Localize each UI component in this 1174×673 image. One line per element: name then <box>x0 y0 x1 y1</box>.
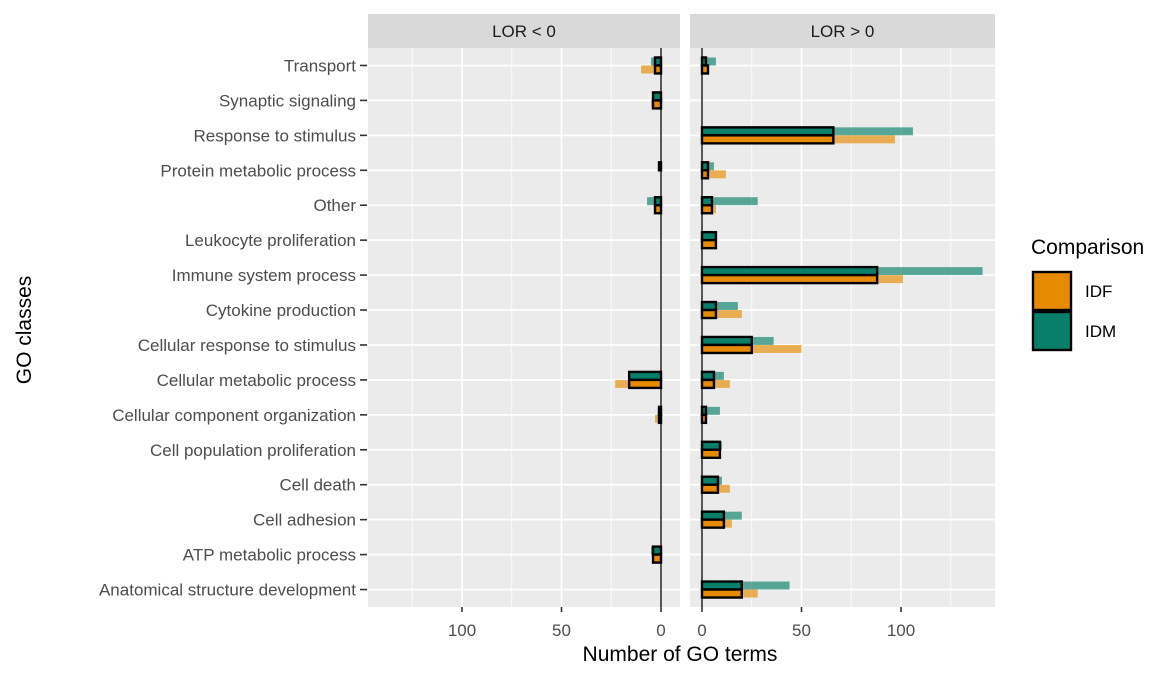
bar-idf-cytokine-production <box>702 310 742 319</box>
x-tick-label: 50 <box>552 621 571 640</box>
bar-idf-shared-leukocyte-proliferation <box>700 238 718 250</box>
legend-key-idf <box>1031 270 1073 312</box>
category-label-protein-metabolic-process: Protein metabolic process <box>160 161 356 180</box>
x-tick-label: 50 <box>792 621 811 640</box>
bar-idm-shared-cell-population-proliferation <box>700 440 722 451</box>
facet-strip <box>690 14 995 48</box>
bar-idf-shared-atp-metabolic-process <box>651 553 663 564</box>
legend: Comparison IDF IDM <box>1031 236 1144 352</box>
category-label-anatomical-structure-development: Anatomical structure development <box>99 581 356 600</box>
bar-idf-shared-cellular-response-to-stimulus <box>700 343 753 355</box>
y-axis-title: GO classes <box>13 276 36 385</box>
category-label-cytokine-production: Cytokine production <box>206 301 356 320</box>
bar-idf-shared-cytokine-production <box>700 308 718 320</box>
category-label-cellular-response-to-stimulus: Cellular response to stimulus <box>138 336 356 355</box>
category-label-cell-adhesion: Cell adhesion <box>253 511 356 530</box>
bar-idf-shared-cell-population-proliferation <box>700 448 722 459</box>
category-label-synaptic-signaling: Synaptic signaling <box>219 91 356 110</box>
legend-label-idf: IDF <box>1085 282 1112 301</box>
bar-idm-shared-cell-adhesion <box>700 510 726 521</box>
bar-idm-shared-anatomical-structure-development <box>700 580 743 591</box>
bar-idm-transport <box>702 57 716 66</box>
bar-idf-shared-anatomical-structure-development <box>700 588 743 599</box>
bar-idf-shared-transport <box>653 64 663 75</box>
x-tick-label: 100 <box>448 621 476 640</box>
category-label-leukocyte-proliferation: Leukocyte proliferation <box>185 231 356 250</box>
bar-idf-shared-immune-system-process <box>700 273 879 285</box>
bar-idf-shared-response-to-stimulus <box>700 134 835 145</box>
bar-idm-shared-cellular-metabolic-process <box>700 370 716 382</box>
bar-idf-cellular-metabolic-process <box>702 379 730 388</box>
category-label-immune-system-process: Immune system process <box>172 266 356 285</box>
bar-idf-shared-other <box>653 204 663 215</box>
bar-idf-shared-cellular-metabolic-process <box>700 378 716 390</box>
category-label-cell-death: Cell death <box>279 476 356 495</box>
x-tick-label: 0 <box>697 621 706 640</box>
bar-idm-shared-cellular-response-to-stimulus <box>700 335 753 347</box>
facets-layer: LOR < 0 0 50 100 LOR > 0 0 50 100 <box>368 14 995 640</box>
bar-idf-shared-synaptic-signaling <box>651 99 663 110</box>
bar-idm-other <box>702 197 758 206</box>
bar-idm-shared-cell-death <box>700 475 720 486</box>
bar-idf-shared-cellular-metabolic-process <box>627 378 663 390</box>
category-label-cellular-component-organization: Cellular component organization <box>112 406 356 425</box>
category-axis: Transport Synaptic signaling Response to s… <box>99 56 367 600</box>
bar-idm-shared-cytokine-production <box>700 300 718 312</box>
category-label-response-to-stimulus: Response to stimulus <box>193 126 356 145</box>
category-label-atp-metabolic-process: ATP metabolic process <box>183 546 356 565</box>
category-label-transport: Transport <box>284 56 356 75</box>
legend-key-idm <box>1031 310 1073 352</box>
bar-idm-shared-cellular-metabolic-process <box>627 370 663 382</box>
x-axis-title: Number of GO terms <box>583 643 778 666</box>
panel-background <box>368 48 680 607</box>
x-tick-label: 100 <box>887 621 915 640</box>
bar-idf-shared-protein-metabolic-process <box>700 169 710 180</box>
facet-panel-1: LOR < 0 0 50 100 <box>368 14 680 640</box>
x-tick-label: 0 <box>656 621 665 640</box>
bar-idm-anatomical-structure-development <box>702 581 790 590</box>
bar-idf-shared-cell-death <box>700 483 720 494</box>
facet-strip-label: LOR > 0 <box>811 22 875 41</box>
category-label-other: Other <box>313 196 356 215</box>
bar-idm-cellular-component-organization <box>702 406 720 415</box>
legend-label-idm: IDM <box>1085 322 1116 341</box>
facet-panel-2: LOR > 0 0 50 100 <box>690 14 995 640</box>
bar-idf-shared-transport <box>700 64 710 75</box>
bar-idm-shared-atp-metabolic-process <box>651 545 663 556</box>
category-label-cell-population-proliferation: Cell population proliferation <box>150 441 356 460</box>
facet-strip <box>368 14 680 48</box>
legend-title: Comparison <box>1031 236 1144 259</box>
category-label-cellular-metabolic-process: Cellular metabolic process <box>157 371 356 390</box>
bar-idf-shared-other <box>700 204 714 215</box>
bar-idm-shared-immune-system-process <box>700 265 879 277</box>
facet-strip-label: LOR < 0 <box>492 22 556 41</box>
bar-idf-shared-cell-adhesion <box>700 518 726 529</box>
bar-idm-cytokine-production <box>702 302 738 311</box>
bar-idf-transport <box>641 65 661 74</box>
bar-idf-protein-metabolic-process <box>702 170 726 179</box>
